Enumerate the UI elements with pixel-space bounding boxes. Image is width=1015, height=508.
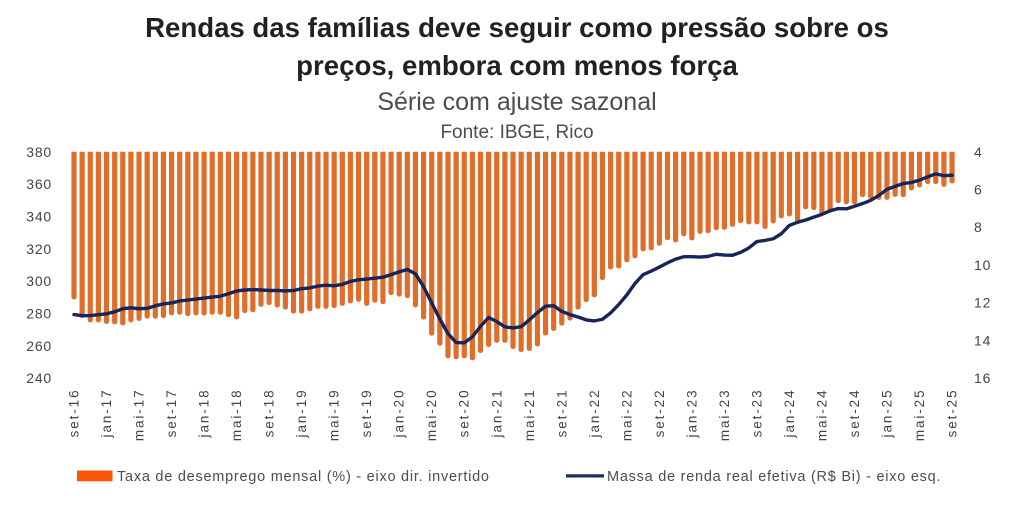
svg-text:mai-18: mai-18 <box>229 389 244 442</box>
svg-text:10: 10 <box>974 257 991 273</box>
svg-text:mai-19: mai-19 <box>327 389 342 442</box>
svg-text:Rendas das famílias deve segui: Rendas das famílias deve seguir como pre… <box>145 12 889 43</box>
svg-text:jan-24: jan-24 <box>782 389 797 439</box>
svg-text:mai-25: mai-25 <box>912 389 927 442</box>
svg-text:preços, embora com menos força: preços, embora com menos força <box>296 50 738 81</box>
svg-text:mai-17: mai-17 <box>132 389 147 442</box>
svg-text:mai-20: mai-20 <box>424 389 439 442</box>
svg-text:set-16: set-16 <box>67 389 82 438</box>
svg-text:6: 6 <box>974 182 983 198</box>
svg-text:jan-22: jan-22 <box>587 389 602 439</box>
svg-text:8: 8 <box>974 219 983 235</box>
svg-text:jan-20: jan-20 <box>392 389 407 439</box>
svg-text:jan-18: jan-18 <box>197 389 212 439</box>
svg-text:set-23: set-23 <box>749 389 764 438</box>
svg-text:240: 240 <box>26 370 52 386</box>
svg-text:14: 14 <box>974 332 991 348</box>
svg-text:mai-22: mai-22 <box>619 389 634 442</box>
svg-text:set-20: set-20 <box>457 389 472 438</box>
svg-text:jan-25: jan-25 <box>880 389 895 439</box>
svg-text:4: 4 <box>974 144 983 160</box>
svg-text:300: 300 <box>26 273 52 289</box>
svg-text:280: 280 <box>26 305 52 321</box>
svg-text:320: 320 <box>26 241 52 257</box>
svg-text:Série com ajuste sazonal: Série com ajuste sazonal <box>377 88 656 116</box>
svg-text:set-25: set-25 <box>945 389 960 438</box>
svg-text:jan-19: jan-19 <box>294 389 309 439</box>
svg-text:jan-17: jan-17 <box>99 389 114 439</box>
svg-text:16: 16 <box>974 370 991 386</box>
svg-text:Taxa de desemprego mensal (%): Taxa de desemprego mensal (%) - eixo dir… <box>117 469 490 485</box>
svg-text:12: 12 <box>974 295 991 311</box>
svg-text:set-19: set-19 <box>359 389 374 438</box>
svg-text:set-18: set-18 <box>262 389 277 438</box>
svg-text:Fonte: IBGE, Rico: Fonte: IBGE, Rico <box>440 122 593 143</box>
svg-text:mai-23: mai-23 <box>717 389 732 442</box>
svg-text:340: 340 <box>26 209 52 225</box>
svg-text:Massa de renda real efetiva (R: Massa de renda real efetiva (R$ Bi) - ei… <box>607 469 941 485</box>
svg-text:mai-21: mai-21 <box>522 389 537 442</box>
svg-text:set-24: set-24 <box>847 389 862 438</box>
svg-text:set-21: set-21 <box>554 389 569 438</box>
svg-text:380: 380 <box>26 144 52 160</box>
svg-text:260: 260 <box>26 338 52 354</box>
svg-text:jan-23: jan-23 <box>684 389 699 439</box>
svg-text:set-17: set-17 <box>164 389 179 438</box>
svg-text:set-22: set-22 <box>652 389 667 438</box>
svg-text:360: 360 <box>26 176 52 192</box>
svg-text:jan-21: jan-21 <box>489 389 504 439</box>
svg-text:mai-24: mai-24 <box>814 389 829 442</box>
